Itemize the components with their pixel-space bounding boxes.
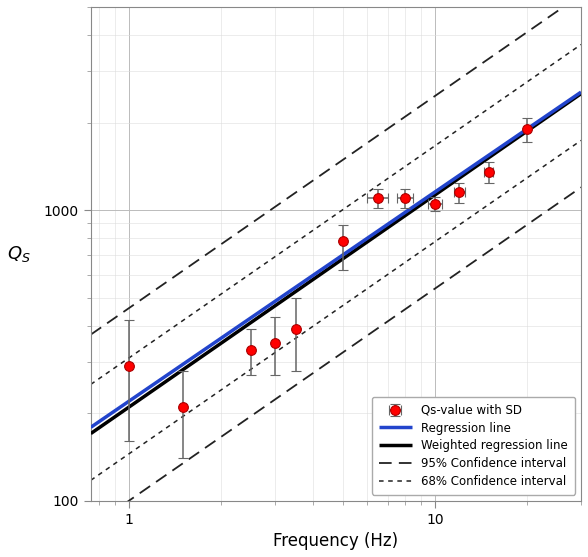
68% Confidence interval bbox=[282, 343, 289, 349]
Regression line bbox=[443, 180, 450, 187]
95% Confidence interval bbox=[247, 413, 254, 420]
Regression line bbox=[247, 315, 254, 321]
Line: 68% Confidence interval: 68% Confidence interval bbox=[91, 140, 581, 480]
Regression line bbox=[396, 213, 403, 220]
68% Confidence interval bbox=[441, 232, 448, 238]
95% Confidence interval bbox=[282, 389, 289, 396]
Regression line bbox=[87, 424, 94, 431]
Weighted regression line bbox=[247, 320, 254, 326]
Weighted regression line bbox=[577, 90, 584, 97]
68% Confidence interval bbox=[577, 137, 584, 144]
68% Confidence interval bbox=[247, 366, 254, 373]
95% Confidence interval bbox=[146, 483, 153, 490]
95% Confidence interval bbox=[396, 310, 403, 317]
95% Confidence interval bbox=[577, 184, 584, 190]
Regression line bbox=[441, 182, 448, 189]
Weighted regression line bbox=[282, 296, 289, 302]
68% Confidence interval bbox=[146, 436, 153, 443]
Line: Regression line: Regression line bbox=[91, 92, 581, 427]
68% Confidence interval bbox=[443, 230, 450, 237]
95% Confidence interval bbox=[87, 524, 94, 530]
Regression line bbox=[146, 384, 153, 390]
Line: Weighted regression line: Weighted regression line bbox=[91, 94, 581, 433]
Weighted regression line bbox=[441, 185, 448, 192]
Line: 95% Confidence interval: 95% Confidence interval bbox=[91, 187, 581, 527]
Regression line bbox=[577, 89, 584, 95]
68% Confidence interval bbox=[396, 263, 403, 270]
Weighted regression line bbox=[146, 389, 153, 396]
Weighted regression line bbox=[87, 430, 94, 437]
Y-axis label: $Q_S$: $Q_S$ bbox=[7, 244, 31, 264]
68% Confidence interval bbox=[87, 477, 94, 483]
Regression line bbox=[282, 291, 289, 298]
95% Confidence interval bbox=[441, 278, 448, 285]
Weighted regression line bbox=[443, 183, 450, 190]
Legend: Qs-value with SD, Regression line, Weighted regression line, 95% Confidence inte: Qs-value with SD, Regression line, Weigh… bbox=[372, 397, 575, 495]
X-axis label: Frequency (Hz): Frequency (Hz) bbox=[273, 532, 399, 550]
95% Confidence interval bbox=[443, 277, 450, 284]
Weighted regression line bbox=[396, 217, 403, 223]
